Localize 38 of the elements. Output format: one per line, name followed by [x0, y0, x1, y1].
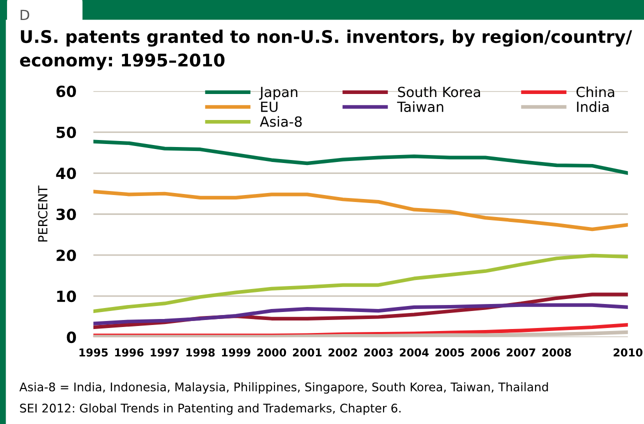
x-tick-label: 2003: [364, 348, 393, 357]
x-tick-label: 2005: [436, 348, 464, 357]
x-tick-label: 2008: [542, 348, 572, 357]
line-series: [93, 190, 628, 232]
y-tick-label: 20: [56, 250, 76, 262]
x-tick-label: 1995: [80, 348, 108, 357]
legend-label: South Korea: [398, 86, 480, 98]
x-tick-label: 2010: [614, 348, 642, 357]
legend-label: China: [576, 86, 614, 98]
x-tick-label: 2001: [292, 348, 322, 357]
text: SEI 2012: Global Trends in Patenting and Trademarks, Chapter 6.: [20, 403, 401, 415]
x-tick-label: 1999: [222, 348, 250, 357]
x-tick-label: 1997: [150, 348, 179, 357]
line-series: [93, 254, 628, 314]
legend-label: Asia-8: [260, 116, 302, 127]
x-tick-label: 2002: [328, 348, 357, 357]
legend-label: India: [577, 101, 609, 112]
x-tick-label: 2006: [471, 348, 500, 357]
text: D: [20, 10, 30, 20]
line-series: [93, 140, 628, 175]
y-tick-label: 0: [66, 332, 76, 344]
line-series: [93, 303, 628, 326]
x-tick-label: 2004: [400, 348, 429, 357]
y-tick-label: 50: [56, 126, 76, 138]
y-tick-label: 40: [56, 168, 76, 180]
y-tick-label: 10: [57, 290, 76, 302]
x-tick-label: 2007: [506, 348, 536, 357]
legend-label: Japan: [259, 86, 298, 100]
x-tick-label: 1998: [186, 348, 215, 357]
x-tick-label: 2000: [257, 348, 286, 357]
legend-label: Taiwan: [397, 101, 444, 112]
y-tick-label: 30: [56, 208, 76, 220]
chart-title: U.S. patents granted to non-U.S. inventors, by region/country/ economy: 1995–2010: [20, 30, 632, 70]
y-tick-label: 60: [56, 86, 76, 98]
x-tick-label: 1996: [115, 348, 144, 357]
text: Asia-8 = India, Indonesia, Malaysia, Philippines, Singapore, South Korea, Taiwan, Thailand: [19, 382, 548, 394]
y-axis-title: PERCENT: [38, 186, 48, 242]
legend-label: EU: [261, 102, 278, 112]
